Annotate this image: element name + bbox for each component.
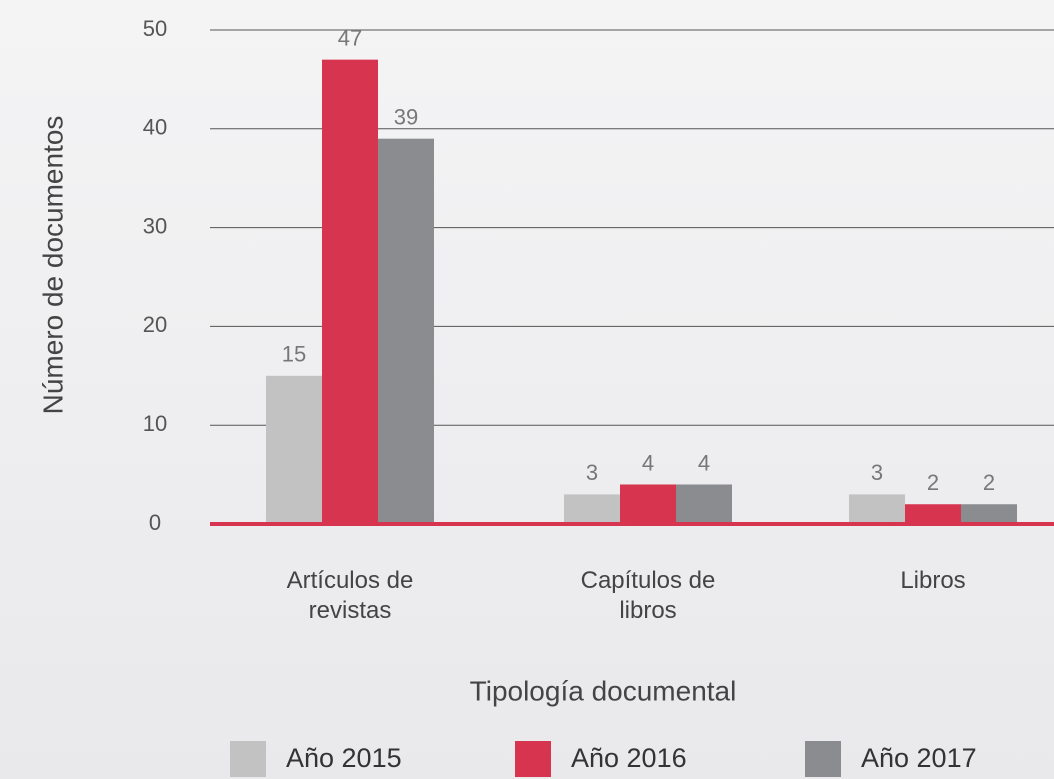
legend-swatch bbox=[515, 741, 551, 777]
data-label: 2 bbox=[983, 470, 995, 495]
bar bbox=[564, 494, 620, 524]
legend-label: Año 2015 bbox=[286, 743, 402, 773]
bar bbox=[620, 484, 676, 524]
data-label: 15 bbox=[282, 342, 306, 367]
data-label: 3 bbox=[586, 460, 598, 485]
legend-label: Año 2016 bbox=[571, 743, 687, 773]
x-tick-label: Libros bbox=[900, 567, 966, 594]
y-tick-label: 40 bbox=[143, 115, 167, 140]
data-label: 39 bbox=[394, 104, 418, 129]
bar bbox=[266, 375, 322, 524]
bar bbox=[322, 59, 378, 524]
data-label: 3 bbox=[871, 460, 883, 485]
data-label: 4 bbox=[642, 450, 654, 475]
bar bbox=[961, 504, 1017, 524]
y-tick-label: 30 bbox=[143, 213, 167, 238]
x-tick-label: Artículos de revistas bbox=[286, 567, 414, 624]
bar bbox=[676, 484, 732, 524]
y-tick-label: 50 bbox=[143, 16, 167, 41]
bar bbox=[905, 504, 961, 524]
y-tick-label: 20 bbox=[143, 312, 167, 337]
bar bbox=[378, 138, 434, 524]
bar bbox=[849, 494, 905, 524]
y-tick-label: 0 bbox=[149, 510, 161, 535]
x-tick-label: Capítulos de libros bbox=[580, 567, 716, 624]
x-axis-label: Tipología documental bbox=[470, 675, 737, 706]
data-label: 47 bbox=[338, 25, 362, 50]
legend-swatch bbox=[230, 741, 266, 777]
y-tick-label: 10 bbox=[143, 411, 167, 436]
legend-swatch bbox=[805, 741, 841, 777]
y-axis-label: Número de documentos bbox=[37, 116, 68, 415]
legend-label: Año 2017 bbox=[861, 743, 977, 773]
data-label: 2 bbox=[927, 470, 939, 495]
data-label: 4 bbox=[698, 450, 710, 475]
